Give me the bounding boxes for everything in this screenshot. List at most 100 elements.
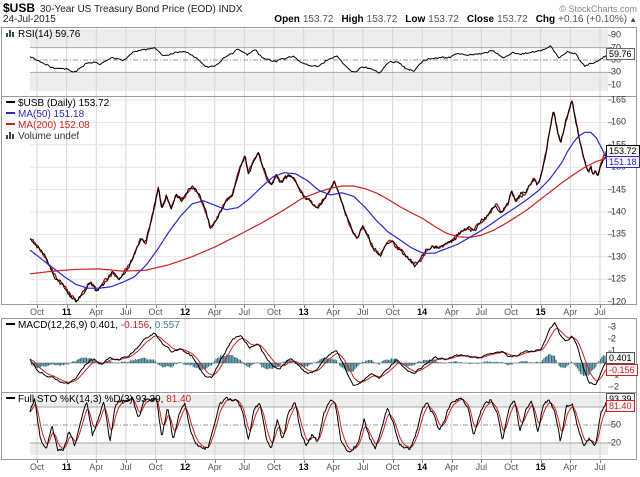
legend-text: ,: [115, 320, 121, 331]
ma50-line: [29, 131, 609, 289]
x-tick-label: 13: [298, 462, 309, 472]
y-axis-label: 130: [611, 251, 627, 262]
x-tick-label: Jul: [594, 307, 606, 317]
quote-label: Low: [405, 14, 426, 25]
legend-text: MACD(12,26,9): [18, 320, 91, 331]
x-tick: [451, 305, 453, 308]
main-value-marker: 151.18: [606, 155, 640, 168]
legend-line: MA(200) 152.08: [6, 120, 109, 131]
legend-text: 93.39: [135, 394, 161, 405]
y-axis-label: 120: [611, 296, 627, 307]
x-tick: [600, 460, 601, 463]
x-axis-2: Oct 11 Apr Jul Oct 12 Apr Jul Oct 13 Apr Jul Oct 14 Ap…: [0, 460, 640, 473]
x-tick-label: Oct: [385, 307, 400, 317]
x-tick: [333, 305, 335, 308]
rsi-plot: [29, 28, 612, 96]
legend-text: 0.557: [154, 320, 180, 331]
y-axis-label: 30: [611, 66, 622, 77]
stockcharts-credit: © StockCharts.com: [559, 4, 637, 14]
zone-shading: [30, 72, 608, 91]
price-line-red: [29, 101, 609, 303]
legend-dash-icon: [6, 112, 15, 115]
x-tick-label: Apr: [207, 462, 222, 472]
legend-line: RSI(14) 59.76: [6, 29, 80, 40]
x-tick-label: Jul: [120, 307, 132, 317]
y-axis-label: 135: [611, 228, 627, 239]
x-tick-label: Apr: [326, 307, 341, 317]
x-tick-label: 14: [417, 462, 428, 472]
chart-header: $USB 30-Year US Treasury Bond Price (EOD…: [3, 1, 637, 15]
x-tick: [37, 460, 38, 463]
chart-title: 30-Year US Treasury Bond Price (EOD) IND…: [40, 4, 243, 15]
x-tick: [362, 460, 364, 463]
x-tick: [392, 305, 394, 308]
indicator-icon: [6, 29, 15, 40]
macd-value-marker: -0.156: [606, 363, 638, 376]
x-tick: [422, 305, 424, 308]
legend-text: 81.40: [166, 394, 192, 405]
y-axis-label: 90: [611, 29, 622, 40]
x-tick-label: 12: [180, 307, 191, 317]
x-tick-label: Jul: [594, 462, 606, 472]
legend-dash-icon: [6, 123, 15, 126]
legend-line: MA(50) 151.18: [6, 109, 109, 120]
quote-value: 153.72: [302, 14, 334, 25]
x-tick: [155, 460, 157, 463]
quote-value: 153.72: [366, 14, 398, 25]
macd-plot: [29, 319, 612, 392]
x-tick-label: Oct: [266, 462, 281, 472]
volume-bars-icon: [6, 131, 15, 142]
legend-line: Volume undef: [6, 131, 109, 142]
y-axis-label: 155: [611, 140, 626, 149]
x-tick-label: 12: [180, 462, 191, 472]
x-tick-label: Oct: [29, 462, 44, 472]
ma200-line: [29, 157, 609, 275]
x-tick: [96, 460, 98, 463]
x-tick: [214, 305, 216, 308]
y-axis-label: 70: [611, 43, 621, 52]
x-tick-label: Oct: [504, 462, 519, 472]
x-tick-label: 13: [298, 307, 309, 317]
x-tick-label: Oct: [266, 307, 281, 317]
legend-line: $USB (Daily) 153.72: [6, 98, 109, 109]
x-tick: [540, 460, 542, 463]
x-tick: [155, 305, 157, 308]
legend-text: ,: [149, 320, 155, 331]
y-axis-label: 140: [611, 206, 627, 217]
zone-shading: [30, 29, 608, 48]
rsi-value-marker: 59.76: [606, 47, 635, 60]
x-tick: [511, 460, 513, 463]
x-tick: [274, 305, 275, 308]
x-tick: [125, 305, 127, 308]
legend-line: MACD(12,26,9) 0.401, -0.156, 0.557: [6, 320, 180, 331]
x-tick-label: Apr: [444, 307, 459, 317]
x-tick: [185, 305, 187, 308]
legend-text: $USB (Daily) 153.72: [18, 98, 110, 109]
y-axis-label: 160: [611, 116, 627, 127]
x-tick: [481, 460, 483, 463]
y-axis-label: 1: [611, 345, 617, 356]
legend-text: 0.401: [90, 320, 116, 331]
x-tick: [451, 460, 453, 463]
quote-value: 153.72: [497, 14, 528, 25]
quote-bar: Open 153.72 High 153.72 Low 153.72 Close 153.72…: [266, 14, 637, 25]
x-tick: [333, 460, 335, 463]
x-tick: [214, 460, 216, 463]
x-tick-label: 15: [535, 307, 546, 317]
x-tick: [303, 305, 305, 308]
y-axis-label: 20: [611, 437, 622, 448]
x-tick: [303, 460, 305, 463]
x-tick-label: Oct: [148, 462, 163, 472]
y-axis-label: 145: [611, 184, 627, 195]
x-tick: [274, 460, 275, 463]
x-tick: [600, 305, 601, 308]
y-axis-label: 165: [611, 94, 627, 105]
x-tick-label: Jul: [475, 462, 488, 472]
quote-label: Close: [466, 14, 495, 25]
x-tick-label: 15: [535, 462, 546, 472]
legend-line: Full STO %K(14,3) %D(3) 93.39, 81.40: [6, 394, 191, 405]
sto-plot: [29, 393, 612, 459]
legend-text: ,: [160, 394, 167, 405]
y-axis-label: -2: [611, 381, 620, 392]
